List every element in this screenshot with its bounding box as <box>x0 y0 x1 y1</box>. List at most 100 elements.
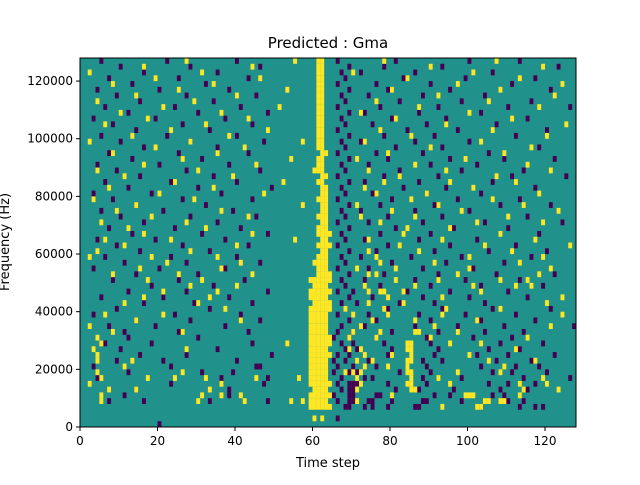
heatmap-cell-high <box>366 288 371 295</box>
heatmap-cell-high <box>405 225 410 232</box>
heatmap-cell-high <box>316 63 321 70</box>
heatmap-cell-high <box>556 207 561 214</box>
heatmap-cell-low <box>467 138 472 145</box>
heatmap-cell-low <box>362 277 367 283</box>
heatmap-cell-high <box>436 375 441 381</box>
heatmap-cell-high <box>149 213 154 220</box>
heatmap-cell-high <box>328 334 332 341</box>
heatmap-cell-high <box>541 219 546 226</box>
heatmap-cell-low <box>417 403 422 410</box>
heatmap-cell-high <box>312 363 317 370</box>
heatmap-cell-low <box>250 121 255 128</box>
heatmap-cell-high <box>494 173 499 180</box>
heatmap-cell-high <box>324 230 329 237</box>
heatmap-cell-high <box>176 86 181 93</box>
heatmap-cell-high <box>502 150 507 157</box>
heatmap-cell-high <box>324 219 329 226</box>
heatmap-cell-high <box>145 277 150 283</box>
heatmap-cell-high <box>320 317 325 324</box>
heatmap-cell-low <box>362 179 367 185</box>
heatmap-cell-low <box>339 207 344 214</box>
heatmap-cell-low <box>347 352 352 358</box>
heatmap-cell-low <box>138 98 143 105</box>
heatmap-cell-high <box>293 236 298 243</box>
heatmap-cell-high <box>134 386 139 393</box>
heatmap-cell-high <box>200 392 205 399</box>
heatmap-cell-high <box>436 92 441 99</box>
heatmap-cell-high <box>324 225 329 232</box>
heatmap-cell-low <box>432 352 437 358</box>
heatmap-cell-low <box>541 340 546 347</box>
heatmap-cell-high <box>448 179 453 185</box>
heatmap-cell-high <box>219 380 224 387</box>
heatmap-cell-high <box>87 323 92 330</box>
heatmap-cell-low <box>417 179 422 185</box>
heatmap-cell-low <box>339 69 344 76</box>
heatmap-cell-high <box>320 109 325 116</box>
heatmap-cell-low <box>126 369 131 376</box>
heatmap-cell-low <box>266 375 270 381</box>
heatmap-cell-low <box>111 277 115 283</box>
heatmap-cell-low <box>370 121 375 128</box>
heatmap-cell-high <box>374 254 379 260</box>
heatmap-cell-high <box>355 398 360 404</box>
heatmap-cell-high <box>347 346 352 353</box>
heatmap-cell-high <box>107 386 112 393</box>
heatmap-cell-low <box>428 230 433 237</box>
heatmap-cell-high <box>211 184 216 191</box>
heatmap-cell-low <box>269 352 274 358</box>
heatmap-cell-high <box>475 403 480 410</box>
heatmap-cell-low <box>541 282 546 289</box>
heatmap-cell-high <box>95 352 100 358</box>
heatmap-cell-high <box>479 340 484 347</box>
heatmap-cell-low <box>366 265 371 272</box>
heatmap-cell-low <box>486 150 491 157</box>
heatmap-cell-low <box>479 109 484 116</box>
heatmap-cell-low <box>537 363 542 370</box>
heatmap-cell-high <box>324 213 329 220</box>
heatmap-cell-high <box>498 305 503 312</box>
heatmap-cell-low <box>517 58 522 64</box>
heatmap-cell-low <box>207 127 212 134</box>
heatmap-cell-high <box>316 363 321 370</box>
heatmap-cell-high <box>355 357 360 364</box>
heatmap-cell-low <box>339 230 344 237</box>
heatmap-cell-high <box>382 58 387 64</box>
heatmap-cell-low <box>436 328 441 335</box>
heatmap-cell-high <box>246 213 251 220</box>
heatmap-cell-low <box>440 305 445 312</box>
heatmap-cell-high <box>219 392 224 399</box>
heatmap-cell-low <box>157 265 162 272</box>
heatmap-cell-high <box>320 179 325 185</box>
heatmap-cell-high <box>87 138 92 145</box>
heatmap-cell-high <box>324 184 329 191</box>
heatmap-cell-low <box>510 173 515 180</box>
heatmap-cell-high <box>200 69 205 76</box>
heatmap-cell-low <box>223 236 228 243</box>
heatmap-cell-high <box>308 323 313 330</box>
heatmap-cell-high <box>111 150 115 157</box>
heatmap-cell-high <box>467 109 472 116</box>
heatmap-cell-high <box>328 305 332 312</box>
heatmap-cell-high <box>173 179 177 185</box>
heatmap-cell-low <box>521 328 526 335</box>
heatmap-cell-low <box>397 167 402 174</box>
heatmap-cell-low <box>421 265 425 272</box>
heatmap-cell-high <box>374 334 379 341</box>
heatmap-cell-high <box>386 150 391 157</box>
heatmap-cell-low <box>436 173 441 180</box>
heatmap-cell-low <box>149 340 154 347</box>
heatmap-cell-low <box>525 115 530 122</box>
heatmap-cell-low <box>242 277 247 283</box>
heatmap-cell-low <box>149 282 154 289</box>
heatmap-cell-low <box>390 196 394 203</box>
heatmap-cell-high <box>471 69 476 76</box>
heatmap-cell-low <box>436 271 441 278</box>
heatmap-cell-low <box>254 363 259 370</box>
heatmap-cell-high <box>312 282 317 289</box>
heatmap-cell-low <box>510 334 515 341</box>
heatmap-cell-high <box>366 167 371 174</box>
heatmap-cell-low <box>424 121 429 128</box>
heatmap-cell-low <box>114 305 119 312</box>
heatmap-cell-low <box>188 63 193 70</box>
